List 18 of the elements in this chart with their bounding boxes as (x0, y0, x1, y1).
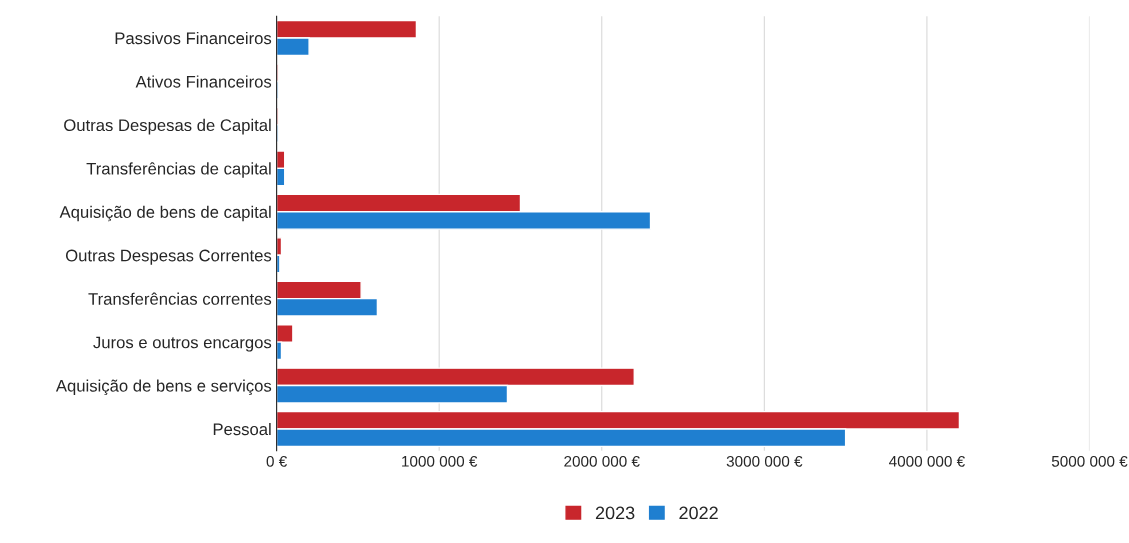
y-tick-label: Passivos Financeiros (115, 31, 272, 45)
x-tick-label: 0 € (266, 455, 288, 467)
y-tick-label: Ativos Financeiros (135, 75, 272, 88)
y-tick-label: Juros e outros encargos (93, 336, 272, 352)
legend-label: 2023 (595, 506, 635, 520)
x-tick-label: 5000 000 € (1051, 455, 1128, 467)
x-tick-label: 4000 000 € (889, 455, 965, 467)
y-tick-label: Outras Despesas Correntes (65, 249, 272, 265)
x-tick-label: 2000 000 € (564, 455, 640, 467)
y-tick-label: Aquisição de bens de capital (59, 205, 271, 222)
y-tick-label: Transferências correntes (88, 292, 272, 305)
legend-label: 2022 (679, 506, 718, 520)
y-tick-label: Pessoal (213, 422, 271, 436)
x-tick-label: 1000 000 € (402, 455, 478, 467)
x-tick-label: 3000 000 € (726, 455, 803, 467)
y-tick-label: Outras Despesas de Capital (64, 118, 271, 135)
y-tick-label: Transferências de capital (86, 162, 271, 178)
y-tick-label: Aquisição de bens e serviços (55, 379, 272, 396)
